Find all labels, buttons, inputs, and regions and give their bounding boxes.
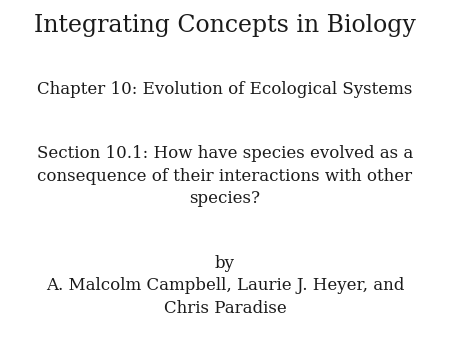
Text: by
A. Malcolm Campbell, Laurie J. Heyer, and
Chris Paradise: by A. Malcolm Campbell, Laurie J. Heyer,…	[46, 255, 404, 317]
Text: Integrating Concepts in Biology: Integrating Concepts in Biology	[34, 14, 416, 37]
Text: Section 10.1: How have species evolved as a
consequence of their interactions wi: Section 10.1: How have species evolved a…	[37, 145, 413, 207]
Text: Chapter 10: Evolution of Ecological Systems: Chapter 10: Evolution of Ecological Syst…	[37, 81, 413, 98]
